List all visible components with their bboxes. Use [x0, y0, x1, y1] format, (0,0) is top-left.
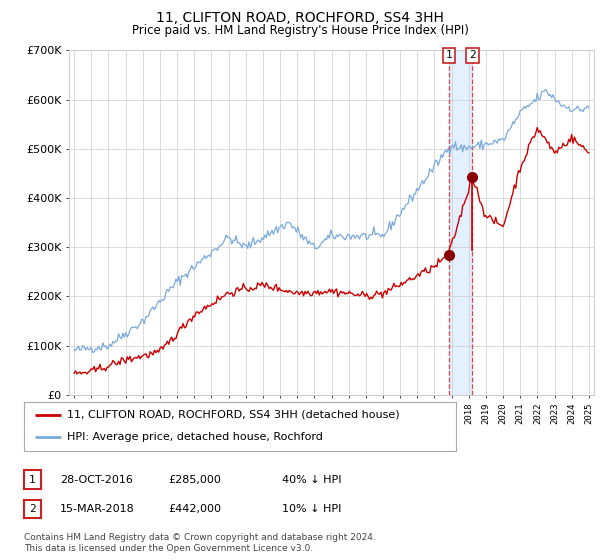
Text: 2: 2	[29, 504, 36, 514]
Text: Contains HM Land Registry data © Crown copyright and database right 2024.
This d: Contains HM Land Registry data © Crown c…	[24, 533, 376, 553]
Text: Price paid vs. HM Land Registry's House Price Index (HPI): Price paid vs. HM Land Registry's House …	[131, 24, 469, 37]
Text: HPI: Average price, detached house, Rochford: HPI: Average price, detached house, Roch…	[67, 432, 323, 442]
Text: £442,000: £442,000	[168, 504, 221, 514]
Text: 15-MAR-2018: 15-MAR-2018	[60, 504, 135, 514]
Text: 28-OCT-2016: 28-OCT-2016	[60, 475, 133, 484]
Text: 40% ↓ HPI: 40% ↓ HPI	[282, 475, 341, 484]
Text: 10% ↓ HPI: 10% ↓ HPI	[282, 504, 341, 514]
Text: 1: 1	[445, 50, 452, 60]
Text: 11, CLIFTON ROAD, ROCHFORD, SS4 3HH (detached house): 11, CLIFTON ROAD, ROCHFORD, SS4 3HH (det…	[67, 410, 400, 420]
Text: 11, CLIFTON ROAD, ROCHFORD, SS4 3HH: 11, CLIFTON ROAD, ROCHFORD, SS4 3HH	[156, 11, 444, 25]
Text: 1: 1	[29, 475, 36, 484]
Bar	[449, 50, 472, 395]
Text: 2: 2	[469, 50, 476, 60]
Text: £285,000: £285,000	[168, 475, 221, 484]
